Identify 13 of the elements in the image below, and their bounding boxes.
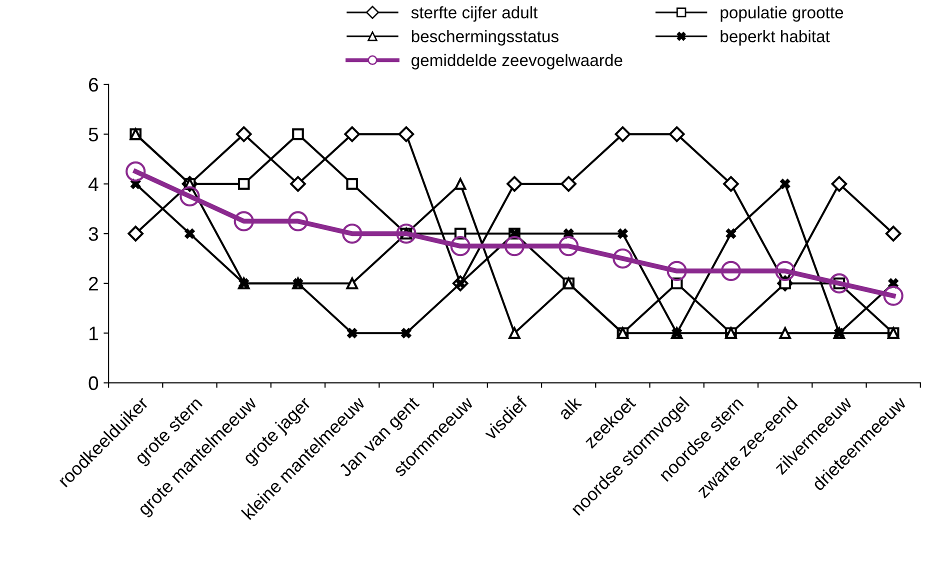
- legend-label: beperkt habitat: [720, 30, 830, 46]
- x-tick-label: alk: [557, 395, 582, 420]
- y-tick-label: 1: [90, 326, 98, 340]
- legend-label: sterfte cijfer adult: [411, 6, 538, 22]
- legend-label: gemiddelde zeevogelwaarde: [412, 54, 622, 70]
- y-tick-label: 4: [88, 178, 98, 191]
- legend-label: beschermingsstatus: [412, 30, 558, 46]
- legend-label: populatie grootte: [720, 6, 844, 22]
- y-tick-label: 5: [88, 128, 98, 142]
- y-tick-label: 0: [88, 376, 98, 390]
- y-tick-label: 3: [88, 227, 98, 241]
- y-tick-label: 2: [89, 276, 98, 290]
- y-tick-label: 6: [89, 78, 98, 92]
